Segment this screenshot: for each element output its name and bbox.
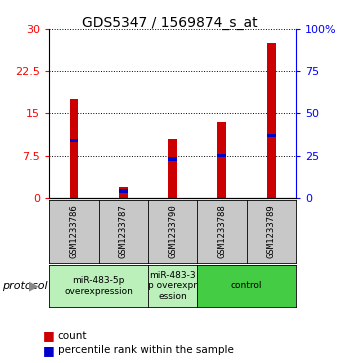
Bar [69,99,79,198]
Bar [119,189,128,193]
Text: miR-483-5p
overexpression: miR-483-5p overexpression [64,276,133,295]
Bar [69,139,79,142]
Text: GSM1233788: GSM1233788 [217,204,226,258]
Bar [217,122,226,198]
Text: GSM1233790: GSM1233790 [168,204,177,258]
Text: GDS5347 / 1569874_s_at: GDS5347 / 1569874_s_at [82,16,258,30]
Text: GSM1233789: GSM1233789 [267,204,276,258]
Text: ■: ■ [42,344,54,357]
Text: percentile rank within the sample: percentile rank within the sample [58,345,234,355]
Text: miR-483-3
p overexpr
ession: miR-483-3 p overexpr ession [148,271,197,301]
Bar [119,187,128,198]
Bar [217,154,226,157]
Text: ■: ■ [42,329,54,342]
Bar [168,139,177,198]
Bar [267,134,276,137]
Bar [168,157,177,161]
Text: control: control [231,281,262,290]
Bar [267,43,276,198]
Text: protocol: protocol [2,281,47,291]
Text: GSM1233787: GSM1233787 [119,204,128,258]
Text: ▶: ▶ [29,280,38,292]
Text: GSM1233786: GSM1233786 [69,204,79,258]
Text: count: count [58,331,87,341]
